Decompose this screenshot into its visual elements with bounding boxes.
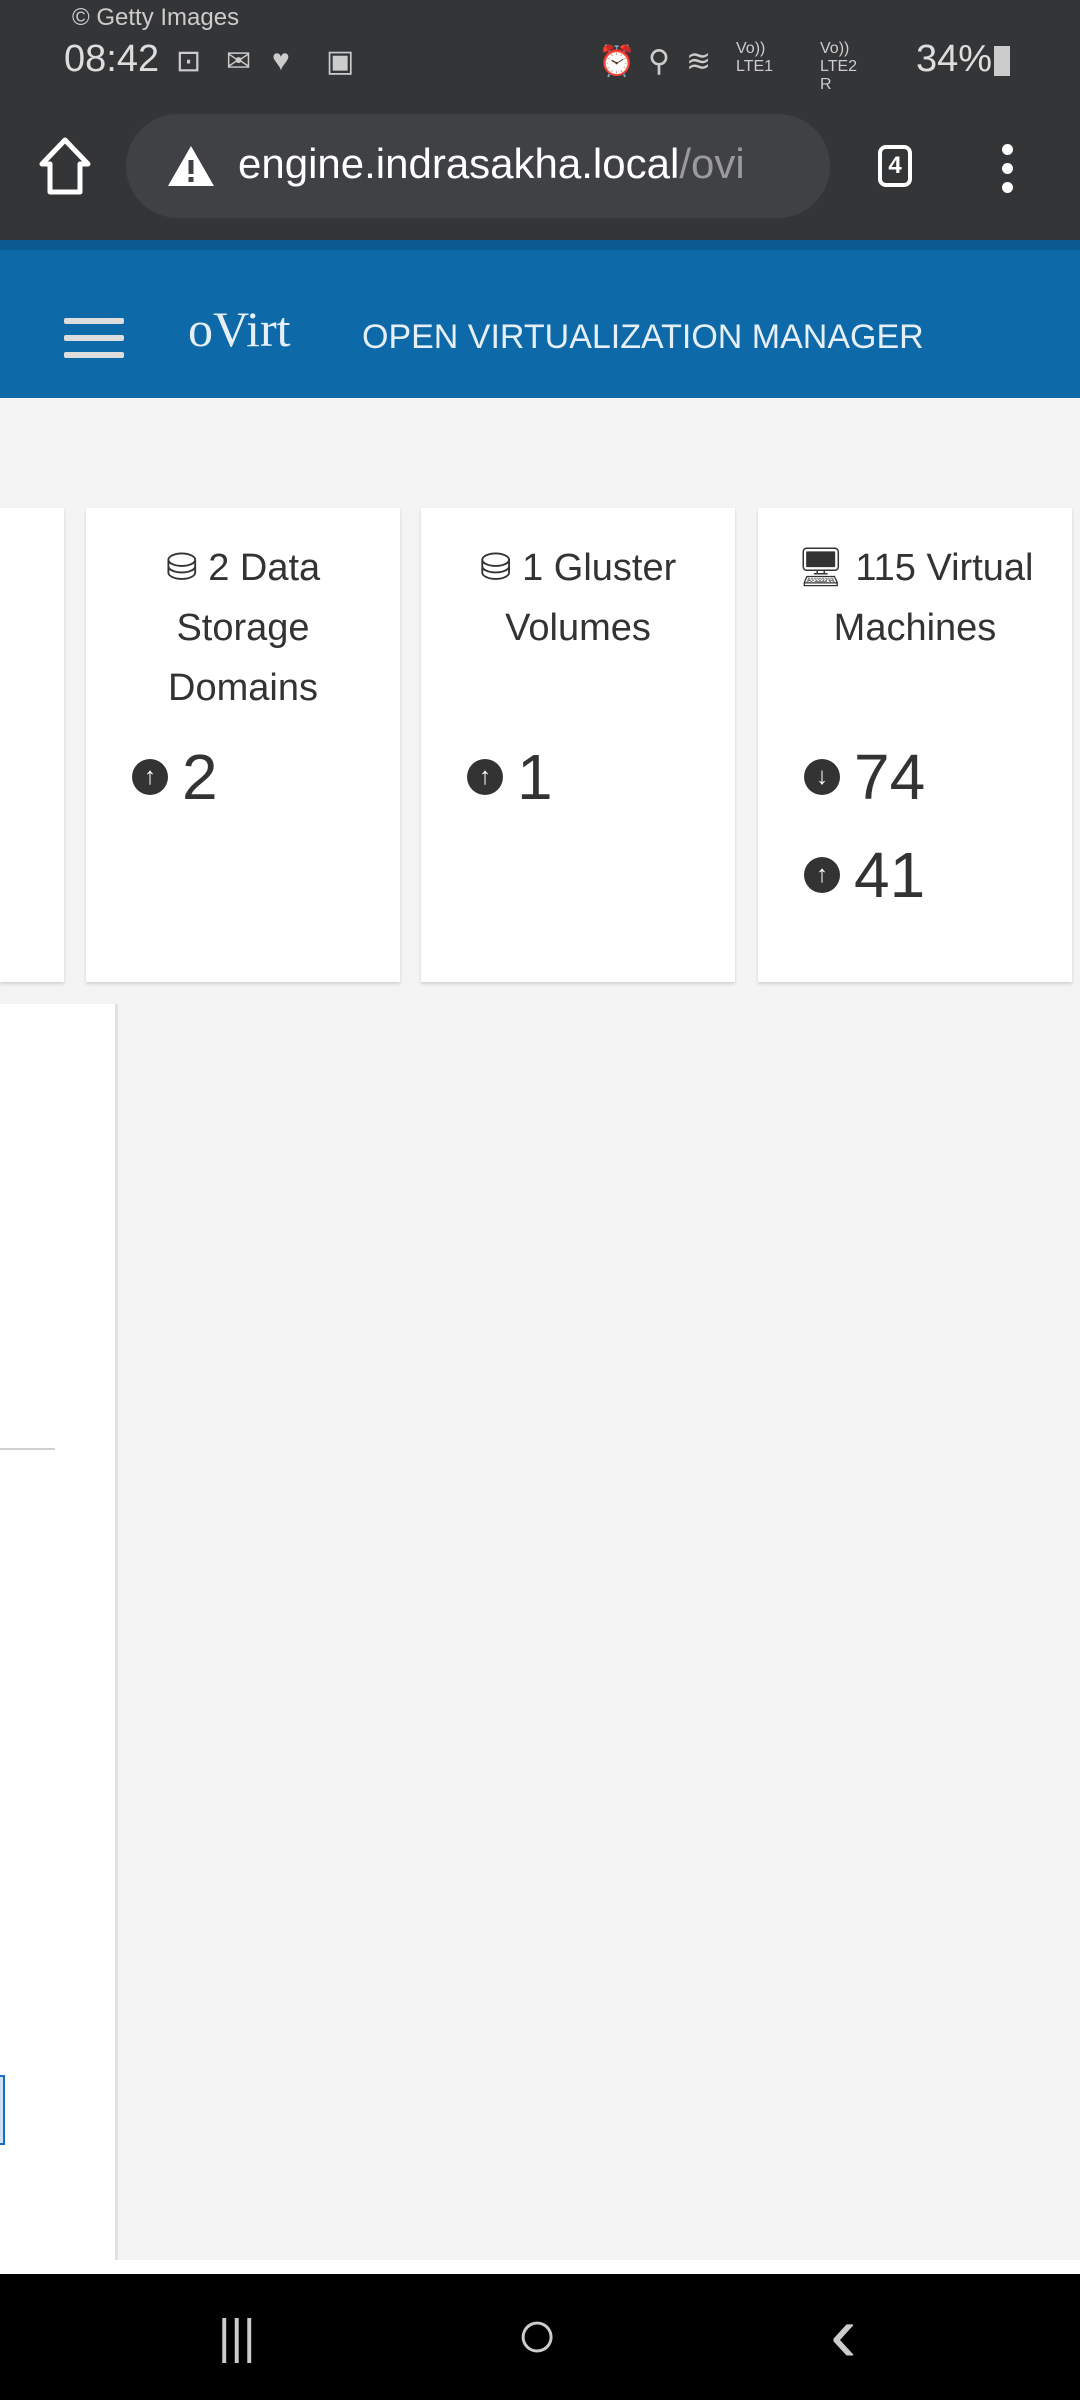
wifi-icon: ≋ (686, 45, 712, 78)
hamburger-menu-icon[interactable] (64, 318, 124, 360)
card-title[interactable]: ⛁ 2 Data Storage Domains (165, 547, 321, 709)
status-card-partial[interactable] (0, 508, 64, 982)
url-path: /ovi (679, 140, 745, 187)
home-button[interactable]: ○ (516, 2295, 559, 2373)
status-row-up[interactable]: ↑ 41 (804, 838, 925, 912)
status-row-up[interactable]: ↑ 1 (467, 740, 553, 814)
arrow-down-circle-icon: ↓ (804, 759, 840, 795)
battery-level: 34% (916, 38, 993, 80)
status-row-up[interactable]: ↑ 2 (132, 740, 218, 814)
database-icon: ⛁ (479, 547, 512, 589)
address-bar[interactable]: engine.indrasakha.local/ovi (126, 114, 830, 218)
url-text[interactable]: engine.indrasakha.local/ovi (238, 140, 745, 188)
page-bottom (0, 2260, 1080, 2274)
status-card-virtual-machines[interactable]: 🖥 115 Virtual Machines ↓ 74 ↑ 41 (758, 508, 1072, 982)
watermark: © Getty Images (72, 4, 240, 31)
recents-button[interactable]: ||| (218, 2311, 256, 2364)
more-options-icon[interactable] (994, 144, 1020, 194)
location-icon: ⚲ (648, 45, 670, 78)
card-title[interactable]: ⛁ 1 Gluster Volumes (479, 547, 677, 649)
alarm-icon: ⏰ (598, 45, 636, 78)
arrow-up-circle-icon: ↑ (467, 759, 503, 795)
gmail-icon: ✉ (226, 45, 252, 78)
battery-icon (994, 46, 1010, 76)
home-icon[interactable] (38, 136, 92, 196)
status-bar: © Getty Images 08:42 ⊡ ✉ ♥ ▣ ⏰ ⚲ ≋ Vo)) … (0, 0, 1080, 100)
warning-icon[interactable] (166, 144, 216, 188)
virtual-machine-icon: 🖥 (796, 547, 845, 589)
storage-domain-icon: ⛁ (165, 547, 198, 589)
clock: 08:42 (64, 38, 160, 80)
status-card-storage-domains[interactable]: ⛁ 2 Data Storage Domains ↑ 2 (86, 508, 400, 982)
back-button[interactable]: ‹ (830, 2289, 857, 2378)
divider (0, 1448, 55, 1450)
selected-element-partial[interactable] (0, 2075, 5, 2145)
ovirt-logo[interactable]: oVirt (188, 301, 291, 357)
app-header: oVirt OPEN VIRTUALIZATION MANAGER (0, 240, 1080, 398)
app-title: OPEN VIRTUALIZATION MANAGER (362, 318, 924, 356)
health-icon: ♥ (272, 44, 290, 77)
gallery-icon: ▣ (326, 45, 355, 78)
card-title[interactable]: 🖥 115 Virtual Machines (796, 547, 1034, 649)
lte2-signal-icon: Vo)) LTE2 R (820, 40, 858, 93)
lte1-signal-icon: Vo)) LTE1 (736, 40, 774, 75)
system-nav-bar: ||| ○ ‹ (0, 2274, 1080, 2400)
arrow-up-circle-icon: ↑ (804, 857, 840, 893)
chart-panel-partial (0, 1004, 118, 2260)
status-row-down[interactable]: ↓ 74 (804, 740, 925, 814)
status-card-gluster-volumes[interactable]: ⛁ 1 Gluster Volumes ↑ 1 (421, 508, 735, 982)
tab-switcher-button[interactable]: 4 (878, 145, 912, 187)
url-host: engine.indrasakha.local (238, 140, 680, 187)
battery-saver-icon: ⊡ (176, 45, 202, 78)
arrow-up-circle-icon: ↑ (132, 759, 168, 795)
